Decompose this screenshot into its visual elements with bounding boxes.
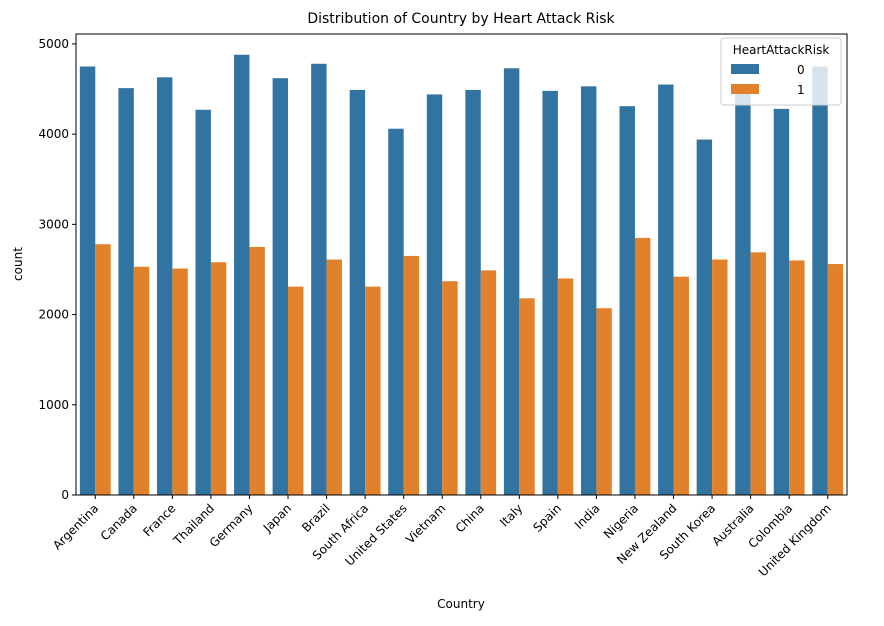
legend: HeartAttackRisk 01: [720, 37, 842, 106]
x-tick-label: Brazil: [299, 501, 333, 535]
bar-australia-risk-1: [750, 252, 767, 495]
bar-colombia-risk-1: [789, 260, 805, 495]
bar-new-zealand-risk-1: [673, 276, 689, 495]
bar-new-zealand-risk-0: [658, 84, 674, 496]
bar-australia-risk-0: [735, 89, 751, 496]
legend-label-1: 1: [797, 83, 805, 97]
bar-china-risk-1: [480, 270, 497, 495]
bar-spain-risk-0: [542, 90, 558, 495]
bar-vietnam-risk-0: [426, 94, 443, 495]
bar-argentina-risk-1: [95, 244, 111, 495]
x-tick-label: India: [572, 501, 603, 532]
x-tick-label: Japan: [260, 501, 294, 535]
x-tick-label: Spain: [530, 501, 564, 535]
bar-india-risk-0: [581, 86, 597, 495]
x-axis-label: Country: [437, 597, 485, 611]
legend-swatch-0: [731, 64, 759, 74]
x-tick-label: Argentina: [50, 501, 101, 552]
bar-japan-risk-1: [288, 286, 304, 495]
bar-united-kingdom-risk-0: [812, 66, 828, 495]
bar-brazil-risk-0: [311, 63, 327, 496]
bar-colombia-risk-0: [773, 108, 790, 495]
bar-nigeria-risk-0: [619, 106, 635, 496]
bar-south-korea-risk-1: [712, 259, 728, 495]
bars-group: [79, 54, 844, 496]
y-tick-label: 0: [61, 488, 69, 502]
bar-united-states-risk-0: [388, 128, 404, 496]
x-tick-label: France: [140, 501, 178, 539]
bar-spain-risk-1: [557, 278, 574, 495]
y-axis-label: count: [11, 247, 25, 281]
bar-south-korea-risk-0: [696, 139, 713, 496]
y-tick-label: 5000: [38, 37, 69, 51]
bar-nigeria-risk-1: [634, 237, 651, 495]
bar-italy-risk-1: [519, 298, 535, 495]
bar-india-risk-1: [596, 308, 612, 495]
x-tick-label: Canada: [98, 501, 140, 543]
bar-china-risk-0: [465, 89, 481, 496]
bar-thailand-risk-1: [210, 262, 227, 495]
x-tick-label: United Kingdom: [756, 501, 834, 579]
bar-germany-risk-1: [249, 246, 265, 495]
bar-france-risk-0: [156, 77, 173, 496]
x-tick-label: Vietnam: [403, 501, 448, 546]
y-tick-label: 4000: [38, 127, 69, 141]
bar-france-risk-1: [172, 268, 188, 495]
bar-canada-risk-1: [133, 266, 150, 495]
y-tick-label: 2000: [38, 308, 69, 322]
bar-italy-risk-0: [503, 68, 520, 495]
bar-argentina-risk-0: [79, 66, 96, 495]
y-tick-label: 3000: [38, 217, 69, 231]
y-tick-label: 1000: [38, 398, 69, 412]
y-axis: 0 1000 2000 3000 4000 5000: [38, 37, 76, 502]
legend-label-0: 0: [797, 63, 805, 77]
bar-south-africa-risk-0: [349, 89, 366, 496]
legend-swatch-1: [731, 84, 759, 94]
bar-south-africa-risk-1: [365, 286, 381, 495]
chart-title: Distribution of Country by Heart Attack …: [307, 11, 615, 27]
x-tick-label: Italy: [497, 501, 525, 529]
x-tick-label: China: [453, 501, 487, 535]
bar-brazil-risk-1: [326, 259, 342, 495]
legend-title: HeartAttackRisk: [733, 43, 830, 57]
bar-canada-risk-0: [118, 88, 134, 495]
legend-items: 01: [731, 63, 805, 97]
bar-united-states-risk-1: [403, 255, 420, 495]
bar-vietnam-risk-1: [442, 281, 458, 495]
bar-germany-risk-0: [234, 54, 250, 495]
plot-frame: [75, 33, 848, 496]
bar-united-kingdom-risk-1: [827, 264, 844, 495]
bar-thailand-risk-0: [195, 109, 211, 495]
bar-japan-risk-0: [272, 78, 289, 496]
